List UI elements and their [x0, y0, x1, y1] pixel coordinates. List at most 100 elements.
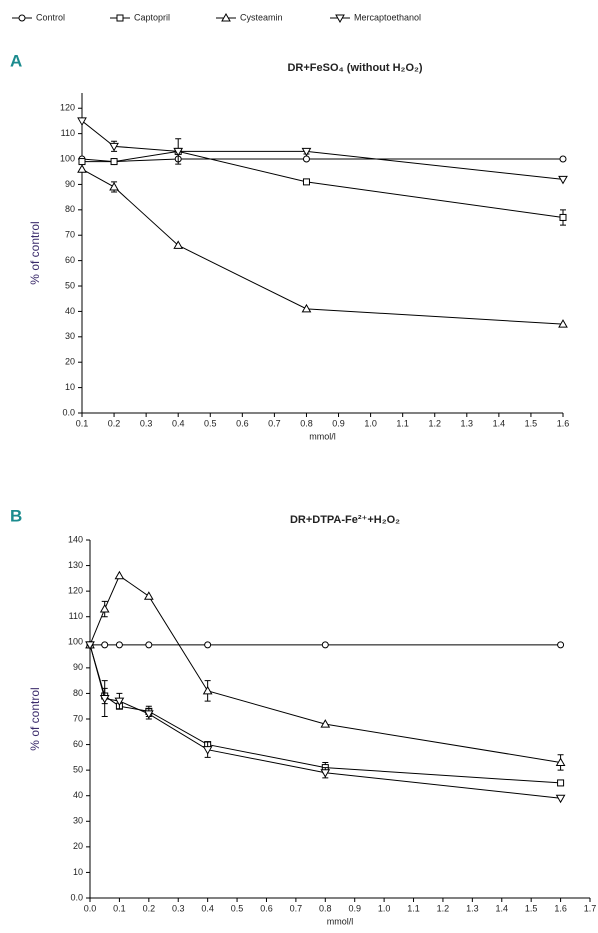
- y-tick-label: 120: [60, 103, 75, 113]
- x-tick-label: 0.9: [332, 418, 345, 428]
- marker: [559, 155, 567, 163]
- marker: [558, 319, 568, 328]
- x-tick-label: 0.2: [108, 418, 121, 428]
- marker: [114, 697, 125, 707]
- marker: [99, 604, 110, 613]
- x-tick-label: 1.5: [525, 418, 538, 428]
- x-tick-label: 0.3: [172, 903, 185, 913]
- y-tick-label: 60: [65, 255, 75, 265]
- marker: [115, 641, 123, 649]
- x-tick-label: 0.3: [140, 418, 153, 428]
- x-tick-label: 1.3: [461, 418, 474, 428]
- y-tick-label: 70: [65, 230, 75, 240]
- marker: [204, 641, 212, 649]
- y-axis-label: % of control: [28, 687, 42, 750]
- marker: [78, 158, 86, 166]
- x-tick-label: 0.6: [236, 418, 249, 428]
- x-tick-label: 0.5: [231, 903, 244, 913]
- marker: [302, 155, 310, 163]
- panel-label: B: [10, 506, 22, 525]
- y-tick-label: 100: [60, 153, 75, 163]
- y-tick-label: 100: [68, 637, 83, 647]
- legend-label: Captopril: [134, 12, 170, 22]
- x-tick-label: 0.1: [113, 903, 126, 913]
- x-tick-label: 0.2: [143, 903, 156, 913]
- x-tick-label: 0.1: [76, 418, 89, 428]
- marker: [221, 12, 231, 22]
- marker: [110, 158, 118, 166]
- y-tick-label: 70: [73, 713, 83, 723]
- marker: [559, 213, 567, 221]
- series-line: [81, 158, 563, 163]
- marker: [173, 147, 184, 157]
- marker: [555, 794, 566, 804]
- x-tick-label: 1.6: [554, 903, 567, 913]
- y-tick-label: 0.0: [70, 892, 83, 902]
- y-tick-label: 110: [61, 128, 75, 138]
- y-tick-label: 30: [73, 816, 83, 826]
- series-line: [89, 575, 561, 763]
- marker: [143, 591, 154, 600]
- y-tick-label: 20: [73, 841, 83, 851]
- marker: [202, 746, 213, 755]
- chart-title: DR+DTPA-Fe²⁺+H₂O₂: [290, 514, 400, 526]
- legend-label: Control: [36, 12, 65, 22]
- marker: [173, 240, 184, 249]
- series-line: [81, 168, 564, 325]
- chart-title: DR+FeSO₄ (without H₂O₂): [287, 62, 422, 74]
- marker: [302, 178, 310, 186]
- y-tick-label: 140: [68, 534, 83, 544]
- x-tick-label: 0.4: [172, 418, 185, 428]
- x-tick-label: 1.7: [584, 903, 597, 913]
- x-tick-label: 0.7: [290, 903, 303, 913]
- marker: [557, 779, 565, 787]
- marker: [320, 719, 331, 728]
- y-tick-label: 50: [65, 280, 75, 290]
- y-tick-label: 0.0: [62, 407, 75, 417]
- y-tick-label: 80: [65, 204, 75, 214]
- x-tick-label: 1.6: [557, 418, 570, 428]
- x-axis-label: mmol/l: [309, 431, 336, 441]
- y-tick-label: 90: [73, 662, 83, 672]
- x-tick-label: 1.0: [364, 418, 377, 428]
- marker: [143, 710, 154, 719]
- y-tick-label: 20: [65, 357, 75, 367]
- y-tick-label: 120: [68, 586, 83, 596]
- y-axis-label: % of control: [28, 221, 42, 284]
- y-tick-label: 50: [73, 765, 83, 775]
- y-tick-label: 130: [68, 560, 83, 570]
- marker: [18, 14, 26, 22]
- y-tick-label: 10: [73, 867, 83, 877]
- x-tick-label: 0.4: [201, 903, 214, 913]
- panel-label: A: [10, 51, 22, 70]
- y-tick-label: 110: [69, 611, 83, 621]
- marker: [77, 164, 87, 173]
- x-tick-label: 1.4: [493, 418, 506, 428]
- x-tick-label: 0.9: [348, 903, 361, 913]
- x-tick-label: 0.8: [300, 418, 313, 428]
- marker: [77, 117, 87, 126]
- marker: [320, 769, 331, 778]
- marker: [101, 641, 109, 649]
- x-tick-label: 1.0: [378, 903, 391, 913]
- marker: [85, 641, 95, 650]
- x-tick-label: 1.3: [466, 903, 479, 913]
- marker: [321, 641, 329, 649]
- marker: [301, 303, 312, 313]
- marker: [301, 147, 312, 157]
- marker: [114, 570, 125, 580]
- marker: [109, 142, 119, 152]
- marker: [116, 14, 124, 22]
- marker: [99, 695, 110, 704]
- legend-label: Mercaptoethanol: [354, 12, 421, 22]
- marker: [145, 641, 153, 649]
- x-tick-label: 1.1: [396, 418, 409, 428]
- series-line: [81, 120, 564, 180]
- marker: [202, 685, 213, 695]
- x-tick-label: 0.6: [260, 903, 273, 913]
- y-tick-label: 60: [73, 739, 83, 749]
- x-tick-label: 1.5: [525, 903, 538, 913]
- y-tick-label: 40: [73, 790, 83, 800]
- x-tick-label: 0.5: [204, 418, 217, 428]
